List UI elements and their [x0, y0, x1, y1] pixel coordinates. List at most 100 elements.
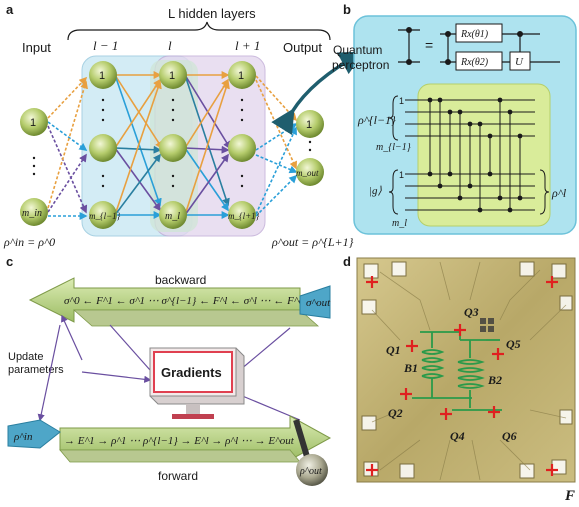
gate-u-label: U	[515, 56, 524, 68]
node-prev-m	[89, 201, 117, 229]
dotted-arrows	[47, 75, 298, 220]
hidden-layers-bracket	[67, 21, 331, 41]
conn-line	[114, 153, 161, 216]
node-next-mid	[228, 134, 256, 162]
gate-rx2	[455, 51, 503, 71]
conn-line	[114, 78, 161, 149]
dotted-arrow	[47, 80, 88, 209]
dotted-arrow	[255, 174, 298, 217]
node-input-1	[20, 108, 48, 136]
circuit-controls	[429, 100, 521, 210]
conn-line	[184, 147, 229, 212]
rho-in-label: ρ^in	[13, 431, 33, 443]
node-label: m_in	[22, 208, 42, 219]
node-label: 1	[306, 119, 312, 131]
circuit-box	[417, 83, 551, 227]
dotted-arrow	[255, 154, 298, 174]
panel-a: a L hidden layers Input Output l − 1 l l…	[3, 2, 354, 249]
quantum-perceptron-label-2: perceptron	[332, 58, 389, 72]
output-stick	[293, 419, 311, 461]
node-label: 1	[99, 70, 105, 82]
nodes	[20, 61, 324, 229]
gradients-label: Gradients	[161, 365, 222, 380]
m-prev-label: m_{l−1}	[376, 142, 411, 153]
qubit-label-q5: Q5	[506, 337, 521, 351]
forward-band-side	[59, 449, 301, 463]
circuit-dots	[427, 97, 523, 213]
node-label: m_{l−1}	[89, 211, 121, 221]
qubit-label-q4: Q4	[450, 429, 465, 443]
one-label-b: 1	[399, 170, 404, 180]
forward-sequence: → E^1 → ρ^1 ⋯ ρ^{l−1} → E^l → ρ^l ⋯ → E^…	[64, 435, 295, 447]
panel-a-label: a	[6, 2, 14, 17]
qubit-label-q1: Q1	[386, 343, 401, 357]
rho-l-label: ρ^l	[551, 186, 567, 200]
node-label: m_{l+1}	[228, 211, 260, 221]
qubit-label-q3: Q3	[464, 305, 479, 319]
panel-c-label: c	[6, 254, 13, 269]
node-label: m_out	[296, 168, 319, 178]
rho-in-equation: ρ^in = ρ^0	[3, 235, 55, 249]
node-output-m	[296, 158, 324, 186]
update-parameters-label-1: Update	[8, 351, 43, 363]
gate-rx1-label: Rx(θ1)	[460, 29, 489, 40]
backward-label: backward	[155, 273, 206, 287]
node-label: m_l	[165, 211, 180, 222]
panel-b-label: b	[343, 2, 351, 17]
node-cur-m	[159, 201, 187, 229]
update-arrow-down	[37, 324, 61, 422]
hidden-layers-label: L hidden layers	[168, 6, 256, 21]
ellipsis-dots	[32, 98, 312, 188]
connections	[114, 71, 231, 219]
dotted-arrow	[47, 153, 87, 213]
conn-line	[184, 78, 229, 149]
node-cur-1	[159, 61, 187, 89]
layer-cur-label: l	[168, 38, 172, 53]
backward-sequence: σ^0 ← F^1 ← σ^1 ⋯ σ^{l−1} ← F^l ← σ^l ⋯ …	[64, 295, 313, 307]
forward-label: forward	[158, 469, 198, 483]
dotted-arrow	[47, 125, 88, 214]
node-label: 1	[238, 70, 244, 82]
node-prev-1	[89, 61, 117, 89]
ket-g-label: |g⟩	[369, 185, 383, 197]
rho-in-marker	[7, 419, 61, 449]
bus-label-b2: B2	[487, 373, 502, 387]
layer-prev-label: l − 1	[93, 38, 118, 53]
quantum-perceptron-label-1: Quantum	[333, 43, 382, 57]
dotted-arrow	[255, 126, 297, 215]
dotted-arrow	[255, 79, 297, 170]
rho-out-ball	[296, 454, 328, 486]
m-l-label: m_l	[392, 218, 407, 229]
gate-rx1	[455, 23, 503, 43]
panel-c: c backward σ^0 ← F^1 ← σ^1 ⋯ σ^{l−1} ← F…	[6, 254, 331, 486]
node-cur-mid	[159, 134, 187, 162]
node-prev-mid	[89, 134, 117, 162]
qubit-markers	[366, 276, 558, 476]
conn-line	[184, 80, 230, 216]
chip-grid	[480, 318, 494, 332]
rho-prev-label: ρ^{l−1}	[357, 113, 396, 127]
input-label: Input	[22, 40, 51, 55]
sigma-out-label: σ^out	[306, 297, 331, 309]
qubit-label-q6: Q6	[502, 429, 517, 443]
layer-next-label: l + 1	[235, 38, 260, 53]
node-label: 1	[30, 117, 36, 129]
panel-b: b Quantum perceptron = Rx(θ1) Rx(θ2) U	[332, 2, 577, 235]
perceptron-link-arrow	[271, 51, 365, 136]
conn-line	[114, 147, 161, 212]
chip-image	[356, 257, 576, 483]
update-arrow-up	[61, 314, 83, 361]
node-next-m	[228, 201, 256, 229]
chip-traces	[371, 261, 567, 481]
dotted-arrow	[255, 123, 298, 151]
backward-band-side	[72, 309, 320, 327]
output-label: Output	[283, 40, 322, 55]
equals-sign: =	[425, 37, 433, 53]
conn-line	[114, 80, 162, 216]
rho-out-label: ρ^out	[299, 466, 322, 477]
qubit-label-q2: Q2	[388, 406, 403, 420]
gate-u	[509, 51, 531, 71]
rho-out-equation: ρ^out = ρ^{L+1}	[271, 235, 354, 249]
update-parameters-label-2: parameters	[8, 364, 64, 376]
